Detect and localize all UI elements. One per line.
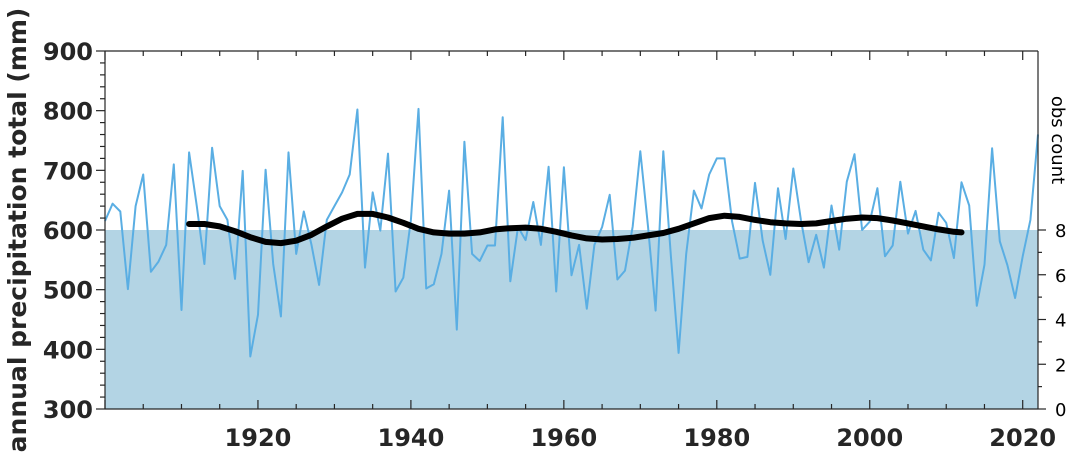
y-tick-label: 700: [43, 157, 93, 185]
y2-tick-label: 8: [1055, 221, 1066, 242]
smoothed-trend-line: [186, 210, 965, 247]
y-tick-label: 300: [43, 396, 93, 424]
y2-tick-label: 4: [1055, 311, 1066, 332]
y-tick-label: 900: [43, 38, 93, 66]
y2-tick-label: 0: [1055, 400, 1066, 421]
y-tick-label: 400: [43, 336, 93, 364]
annual-precipitation-line: [104, 107, 1039, 358]
x-tick-label: 1960: [530, 424, 597, 452]
y-tick-label: 600: [43, 217, 93, 245]
x-tick-label: 2000: [836, 424, 903, 452]
y2-axis-title: obs count: [1047, 96, 1068, 184]
x-tick-label: 2020: [989, 424, 1056, 452]
y-tick-label: 800: [43, 98, 93, 126]
obs-count-area: [105, 230, 1038, 409]
y2-tick-label: 2: [1055, 355, 1066, 376]
y2-tick-label: 6: [1055, 266, 1066, 287]
y-tick-label: 500: [43, 277, 93, 305]
x-tick-label: 1980: [683, 424, 750, 452]
x-tick-label: 1920: [225, 424, 292, 452]
y-axis-title: annual precipitation total (mm): [3, 8, 32, 453]
x-tick-label: 1940: [378, 424, 445, 452]
